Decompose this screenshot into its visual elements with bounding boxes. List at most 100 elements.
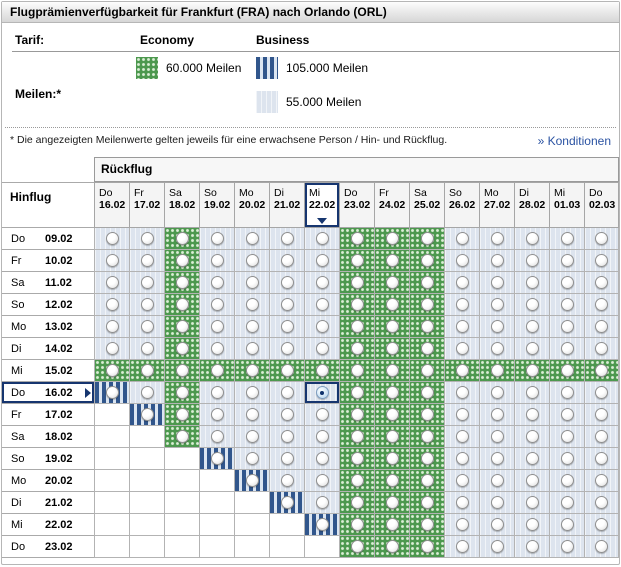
column-header-18.02[interactable]: Sa 18.02 bbox=[164, 182, 199, 228]
radio-button[interactable] bbox=[595, 276, 608, 289]
radio-button-checked[interactable] bbox=[315, 386, 329, 399]
grid-cell[interactable] bbox=[269, 492, 304, 514]
radio-button[interactable] bbox=[455, 452, 469, 465]
grid-cell[interactable] bbox=[339, 514, 374, 536]
radio-button[interactable] bbox=[525, 364, 539, 377]
radio-button[interactable] bbox=[245, 320, 259, 333]
grid-cell[interactable] bbox=[584, 514, 619, 536]
radio-button[interactable] bbox=[280, 254, 294, 267]
grid-cell[interactable] bbox=[339, 360, 374, 382]
grid-cell[interactable] bbox=[129, 338, 164, 360]
column-header-24.02[interactable]: Fr 24.02 bbox=[374, 182, 409, 228]
grid-cell[interactable] bbox=[304, 470, 339, 492]
grid-cell[interactable] bbox=[584, 404, 619, 426]
radio-button[interactable] bbox=[455, 320, 469, 333]
radio-button[interactable] bbox=[245, 386, 259, 399]
row-header-18.02[interactable]: Sa 18.02 bbox=[2, 426, 94, 448]
grid-cell[interactable] bbox=[584, 360, 619, 382]
radio-button[interactable] bbox=[560, 474, 574, 487]
grid-cell[interactable] bbox=[129, 272, 164, 294]
grid-cell[interactable] bbox=[234, 250, 269, 272]
row-header-11.02[interactable]: Sa 11.02 bbox=[2, 272, 94, 294]
grid-cell[interactable] bbox=[164, 338, 199, 360]
radio-button[interactable] bbox=[595, 386, 608, 399]
radio-button[interactable] bbox=[105, 320, 119, 333]
grid-cell[interactable] bbox=[304, 492, 339, 514]
radio-button[interactable] bbox=[420, 540, 434, 553]
grid-cell[interactable] bbox=[234, 382, 269, 404]
column-header-01.03[interactable]: Mi 01.03 bbox=[549, 182, 584, 228]
grid-cell[interactable] bbox=[199, 426, 234, 448]
grid-cell[interactable] bbox=[549, 250, 584, 272]
grid-cell[interactable] bbox=[479, 492, 514, 514]
grid-cell[interactable] bbox=[339, 338, 374, 360]
radio-button[interactable] bbox=[560, 452, 574, 465]
radio-button[interactable] bbox=[595, 232, 608, 245]
radio-button[interactable] bbox=[280, 298, 294, 311]
radio-button[interactable] bbox=[280, 386, 294, 399]
grid-cell[interactable] bbox=[304, 514, 339, 536]
radio-button[interactable] bbox=[560, 298, 574, 311]
radio-button[interactable] bbox=[525, 408, 539, 421]
grid-cell[interactable] bbox=[409, 316, 444, 338]
grid-cell[interactable] bbox=[409, 338, 444, 360]
radio-button[interactable] bbox=[245, 430, 259, 443]
radio-button[interactable] bbox=[560, 496, 574, 509]
grid-cell[interactable] bbox=[374, 536, 409, 558]
radio-button[interactable] bbox=[420, 254, 434, 267]
radio-button[interactable] bbox=[315, 298, 329, 311]
grid-cell[interactable] bbox=[269, 338, 304, 360]
grid-cell[interactable] bbox=[479, 404, 514, 426]
radio-button[interactable] bbox=[140, 408, 154, 421]
grid-cell[interactable] bbox=[479, 272, 514, 294]
radio-button[interactable] bbox=[525, 386, 539, 399]
grid-cell[interactable] bbox=[339, 404, 374, 426]
radio-button[interactable] bbox=[595, 364, 608, 377]
radio-button[interactable] bbox=[350, 342, 364, 355]
grid-cell[interactable] bbox=[129, 250, 164, 272]
grid-cell[interactable] bbox=[549, 316, 584, 338]
grid-cell[interactable] bbox=[444, 492, 479, 514]
radio-button[interactable] bbox=[385, 540, 399, 553]
grid-cell[interactable] bbox=[549, 536, 584, 558]
grid-cell[interactable] bbox=[584, 338, 619, 360]
radio-button[interactable] bbox=[315, 474, 329, 487]
grid-cell[interactable] bbox=[94, 294, 129, 316]
row-header-22.02[interactable]: Mi 22.02 bbox=[2, 514, 94, 536]
grid-cell[interactable] bbox=[444, 360, 479, 382]
grid-cell[interactable] bbox=[584, 250, 619, 272]
radio-button[interactable] bbox=[595, 342, 608, 355]
radio-button[interactable] bbox=[525, 540, 539, 553]
radio-button[interactable] bbox=[245, 364, 259, 377]
grid-cell[interactable] bbox=[444, 404, 479, 426]
radio-button[interactable] bbox=[455, 540, 469, 553]
grid-cell[interactable] bbox=[164, 360, 199, 382]
grid-cell[interactable] bbox=[339, 250, 374, 272]
radio-button[interactable] bbox=[315, 276, 329, 289]
radio-button[interactable] bbox=[560, 232, 574, 245]
radio-button[interactable] bbox=[490, 474, 504, 487]
radio-button[interactable] bbox=[175, 232, 189, 245]
grid-cell[interactable] bbox=[339, 426, 374, 448]
radio-button[interactable] bbox=[350, 474, 364, 487]
radio-button[interactable] bbox=[385, 276, 399, 289]
radio-button[interactable] bbox=[490, 320, 504, 333]
radio-button[interactable] bbox=[490, 518, 504, 531]
grid-cell[interactable] bbox=[514, 492, 549, 514]
grid-cell[interactable] bbox=[129, 360, 164, 382]
grid-cell[interactable] bbox=[409, 514, 444, 536]
grid-cell[interactable] bbox=[444, 228, 479, 250]
grid-cell[interactable] bbox=[129, 316, 164, 338]
grid-cell[interactable] bbox=[374, 338, 409, 360]
radio-button[interactable] bbox=[525, 254, 539, 267]
radio-button[interactable] bbox=[140, 386, 154, 399]
grid-cell[interactable] bbox=[94, 316, 129, 338]
row-header-17.02[interactable]: Fr 17.02 bbox=[2, 404, 94, 426]
radio-button[interactable] bbox=[210, 408, 224, 421]
radio-button[interactable] bbox=[525, 518, 539, 531]
grid-cell[interactable] bbox=[549, 448, 584, 470]
grid-cell[interactable] bbox=[304, 294, 339, 316]
radio-button[interactable] bbox=[315, 496, 329, 509]
radio-button[interactable] bbox=[175, 298, 189, 311]
grid-cell[interactable] bbox=[129, 382, 164, 404]
